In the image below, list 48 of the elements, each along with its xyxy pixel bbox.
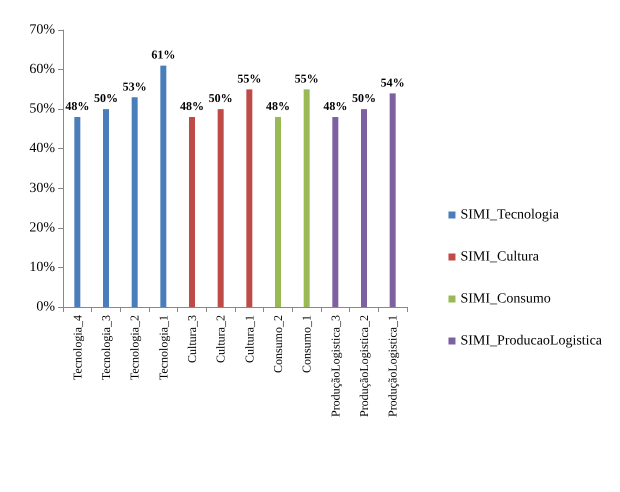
bar (390, 93, 396, 307)
data-label: 48% (65, 99, 90, 114)
bar (218, 109, 224, 307)
data-label: 50% (352, 91, 376, 106)
bar (246, 89, 252, 307)
x-tick-label: Tecnologia_2 (128, 315, 142, 380)
data-label: 54% (380, 75, 405, 90)
bar (361, 109, 367, 307)
x-tick-label: Consumo_2 (271, 315, 285, 374)
x-tick-label: Tecnologia_3 (99, 315, 113, 380)
data-label: 48% (180, 99, 204, 114)
y-tick-label: 50% (29, 102, 56, 117)
legend-label: SIMI_Cultura (460, 250, 540, 264)
y-tick-label: 0% (36, 300, 56, 314)
y-tick-label: 60% (29, 62, 56, 78)
y-tick-label: 20% (29, 220, 56, 236)
bar (103, 109, 109, 307)
data-label: 48% (266, 99, 290, 114)
x-tick-label: Cultura_3 (185, 315, 199, 363)
bar (304, 89, 310, 307)
bar (332, 117, 338, 307)
x-tick-label: ProduçãoLogistica_2 (357, 315, 371, 417)
x-tick-label: Cultura_2 (214, 315, 228, 363)
data-label: 61% (151, 48, 176, 62)
x-tick-label: ProduçãoLogistica_3 (328, 315, 342, 417)
bar (74, 117, 80, 307)
legend-label: SIMI_Tecnologia (460, 208, 560, 222)
data-label: 48% (323, 99, 348, 114)
data-label: 55% (294, 71, 319, 86)
legend-label: SIMI_ProducaoLogistica (460, 334, 603, 348)
x-tick-label: Tecnologia_1 (156, 315, 170, 380)
x-tick-label: Consumo_1 (300, 315, 314, 374)
y-tick-label: 70% (29, 22, 56, 38)
x-tick-label: ProduçãoLogistica_1 (386, 315, 400, 417)
bar (189, 117, 195, 307)
data-label: 53% (122, 79, 147, 94)
data-label: 50% (94, 91, 118, 106)
y-tick-label: 30% (29, 180, 56, 196)
bar (160, 66, 166, 307)
data-label: 50% (208, 91, 233, 106)
x-tick-label: Cultura_1 (242, 315, 256, 363)
x-tick-label: Tecnologia_4 (70, 315, 84, 380)
y-tick-label: 10% (29, 260, 56, 275)
bar (275, 117, 281, 307)
y-tick-label: 40% (29, 141, 56, 156)
data-label: 55% (237, 71, 262, 86)
legend-label: SIMI_Consumo (460, 292, 551, 306)
bar (132, 97, 138, 307)
